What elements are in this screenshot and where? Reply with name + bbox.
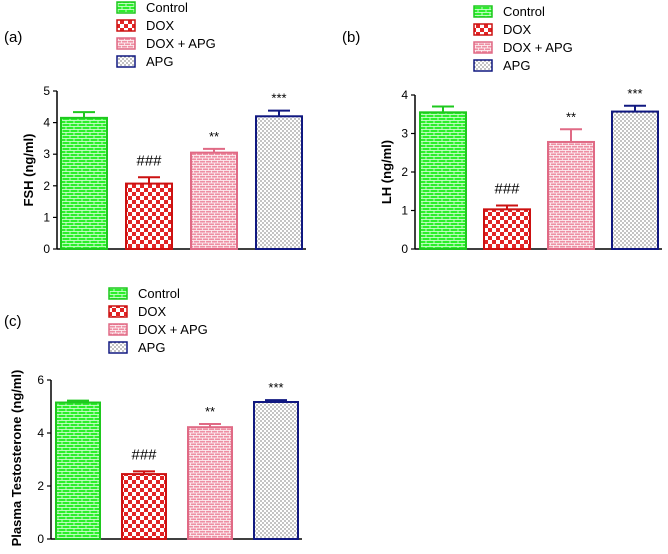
bar-control [60,116,108,250]
y-tick-label: 4 [401,88,408,102]
panel-label: (a) [4,29,22,46]
bar-dox [121,473,167,541]
chart-panel: (c) Control DOX DOX + APG APG 0 2 4 6 Plasma Test… [4,286,302,546]
legend-label: DOX + APG [503,40,573,55]
y-tick-label: 2 [43,179,50,193]
bar-apg [253,400,299,540]
legend-label: DOX [146,18,175,33]
significance-label: *** [268,380,283,395]
bar-apg [611,110,659,251]
legend-swatch [108,287,128,300]
y-tick-label: 0 [43,242,50,256]
bar-dox-apg [547,140,595,250]
bar-dox-apg [187,426,233,541]
legend-label: DOX + APG [146,36,216,51]
legend-label: APG [503,58,530,73]
y-tick-label: 0 [401,242,408,256]
legend-swatch [116,55,136,68]
panel-label: (c) [4,313,22,330]
y-axis-label: Plasma Testosterone (ng/ml) [9,370,24,547]
legend-label: DOX [503,22,532,37]
chart-panel: (b) Control DOX DOX + APG APG 0 1 2 3 4 LH (ng/ml)… [342,4,662,256]
legend-label: Control [146,0,188,15]
y-tick-label: 3 [401,127,408,141]
significance-label: ### [131,446,157,463]
significance-label: ** [205,404,215,419]
legend-swatch [108,305,128,318]
bar-apg [255,115,303,250]
legend-label: DOX [138,304,167,319]
y-tick-label: 4 [37,426,44,440]
legend-swatch [473,5,493,18]
significance-label: ** [566,109,576,124]
legend: Control DOX DOX + APG APG [473,4,573,73]
y-tick-label: 4 [43,116,50,130]
y-axis-label: FSH (ng/ml) [21,134,36,207]
legend-swatch [473,23,493,36]
y-tick-label: 1 [43,210,50,224]
y-tick-label: 1 [401,204,408,218]
significance-label: *** [271,91,286,106]
legend-swatch [108,323,128,336]
y-tick-label: 2 [37,479,44,493]
y-tick-label: 2 [401,165,408,179]
legend-label: Control [138,286,180,301]
legend-swatch [473,59,493,72]
bar-control [55,401,101,540]
bar-control [419,111,467,250]
chart-panel: (a) Control DOX DOX + APG APG 0 1 2 3 4 5 FSH (ng/m… [4,0,306,256]
legend-label: Control [503,4,545,19]
significance-label: ### [136,152,162,169]
legend: Control DOX DOX + APG APG [116,0,216,69]
bar-dox [125,182,173,250]
legend-swatch [116,19,136,32]
significance-label: ** [209,129,219,144]
legend: Control DOX DOX + APG APG [108,286,208,355]
y-tick-label: 6 [37,373,44,387]
y-axis-label: LH (ng/ml) [379,140,394,204]
legend-swatch [116,37,136,50]
legend-label: APG [138,340,165,355]
y-tick-label: 5 [43,84,50,98]
significance-label: *** [627,86,642,101]
significance-label: ### [494,180,520,197]
legend-label: APG [146,54,173,69]
legend-swatch [116,1,136,14]
legend-label: DOX + APG [138,322,208,337]
bar-dox-apg [190,151,238,250]
y-tick-label: 3 [43,147,50,161]
legend-swatch [108,341,128,354]
panel-label: (b) [342,29,360,46]
bar-dox [483,208,531,250]
y-tick-label: 0 [37,532,44,546]
legend-swatch [473,41,493,54]
